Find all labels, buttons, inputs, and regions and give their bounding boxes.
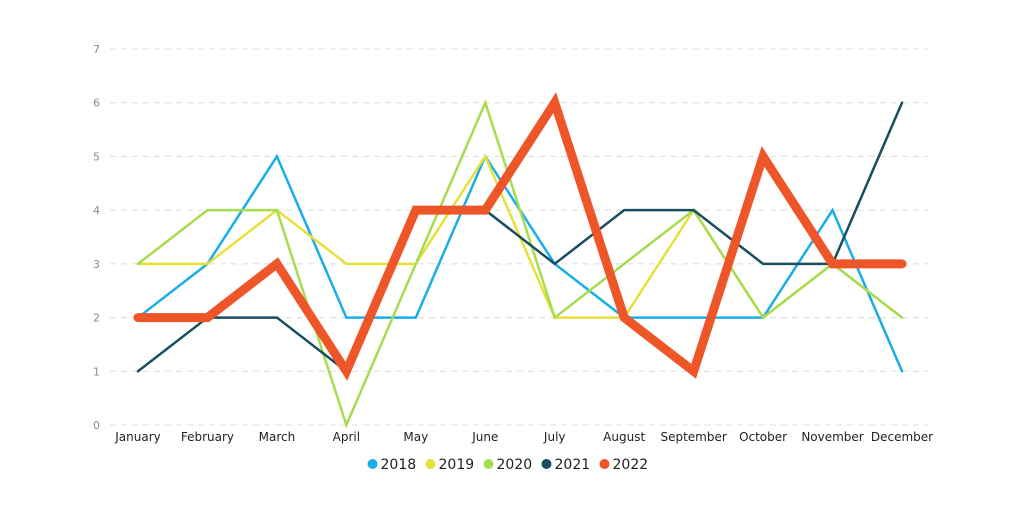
x-tick-label: April (333, 430, 360, 444)
y-tick-label: 5 (93, 150, 100, 163)
x-tick-label: August (603, 430, 645, 444)
legend-label: 2018 (381, 457, 417, 473)
x-tick-label: June (471, 430, 498, 444)
legend-item: 2019 (425, 457, 475, 473)
series-line-2020 (136, 99, 904, 429)
x-tick-label: January (114, 430, 161, 444)
legend-item: 2022 (599, 457, 649, 473)
legend-swatch (599, 459, 610, 469)
legend-swatch (483, 459, 494, 469)
y-tick-label: 4 (93, 204, 100, 217)
x-tick-label: September (660, 430, 726, 444)
series-line-2022 (133, 92, 907, 381)
x-tick-label: October (739, 430, 787, 444)
legend-item: 2021 (541, 457, 591, 473)
x-tick-label: February (181, 430, 234, 444)
legend-item: 2020 (483, 457, 533, 473)
y-axis-ticks: 0 1 2 3 4 5 6 7 (93, 43, 100, 432)
y-tick-label: 6 (93, 97, 100, 110)
y-tick-label: 1 (93, 365, 100, 378)
x-tick-label: December (871, 430, 933, 444)
series-line-2021 (136, 101, 904, 374)
legend-label: 2022 (613, 457, 649, 473)
legend-swatch (541, 459, 552, 469)
legend: 2018 2019 2020 2021 2022 (367, 457, 649, 473)
x-tick-label: March (259, 430, 296, 444)
legend-label: 2020 (497, 457, 533, 473)
series-lines (133, 92, 907, 429)
y-tick-label: 2 (93, 312, 100, 325)
x-tick-label: May (403, 430, 428, 444)
legend-swatch (425, 459, 436, 469)
y-tick-label: 0 (93, 419, 100, 432)
legend-label: 2021 (555, 457, 591, 473)
legend-swatch (367, 459, 378, 469)
legend-label: 2019 (439, 457, 475, 473)
y-tick-label: 7 (93, 43, 100, 56)
x-axis-ticks: January February March April May June July Augu… (114, 430, 933, 444)
x-tick-label: November (801, 430, 863, 444)
legend-item: 2018 (367, 457, 417, 473)
x-tick-label: July (543, 430, 566, 444)
y-tick-label: 3 (93, 258, 100, 271)
